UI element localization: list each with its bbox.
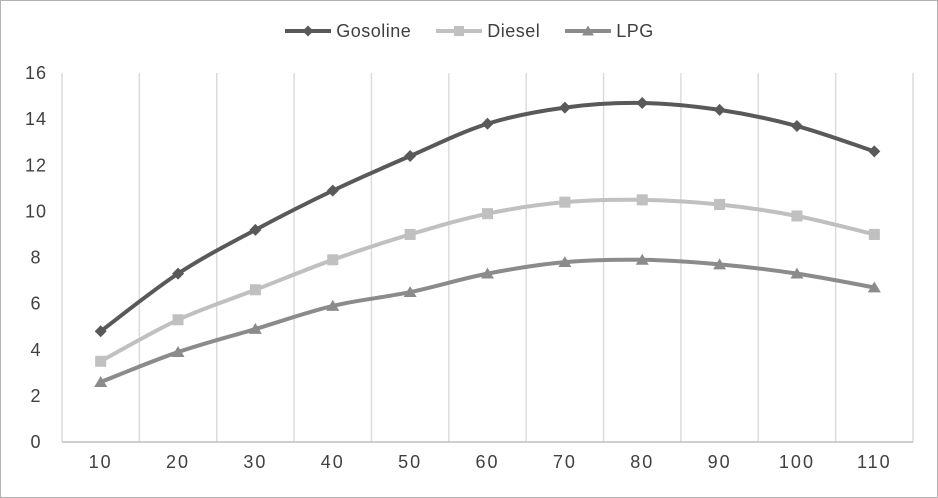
square-marker-icon bbox=[327, 254, 339, 266]
diamond-marker-icon bbox=[713, 103, 726, 116]
series-line-diesel bbox=[98, 197, 877, 364]
series-markers-gosoline bbox=[94, 96, 881, 338]
legend-item-gosoline: Gosoline bbox=[284, 21, 411, 42]
legend-label-diesel: Diesel bbox=[487, 20, 541, 41]
svg-text:0: 0 bbox=[30, 432, 41, 452]
triangle-marker-icon bbox=[403, 286, 417, 298]
svg-text:90: 90 bbox=[708, 452, 732, 472]
series-line-gosoline bbox=[98, 100, 877, 334]
svg-text:20: 20 bbox=[166, 452, 190, 472]
svg-text:10: 10 bbox=[25, 201, 47, 221]
triangle-marker-icon bbox=[481, 267, 494, 279]
diamond-marker-icon bbox=[404, 150, 417, 163]
svg-text:12: 12 bbox=[25, 155, 47, 175]
legend-square-marker-icon bbox=[436, 25, 483, 37]
legend-label-lpg: LPG bbox=[616, 20, 654, 41]
svg-text:14: 14 bbox=[25, 109, 47, 129]
legend-item-diesel: Diesel bbox=[435, 21, 540, 42]
square-marker-icon bbox=[95, 355, 107, 367]
triangle-marker-icon bbox=[558, 256, 572, 268]
diamond-marker-icon bbox=[636, 96, 649, 109]
svg-text:50: 50 bbox=[398, 452, 422, 472]
diamond-marker-icon bbox=[558, 101, 571, 114]
legend-label-gosoline: Gosoline bbox=[336, 20, 412, 41]
legend-diamond-marker-icon bbox=[285, 25, 332, 37]
diamond-marker-icon bbox=[790, 120, 803, 133]
triangle-marker-icon bbox=[635, 253, 649, 265]
chart-legend: Gosoline Diesel LPG bbox=[1, 15, 937, 47]
gridlines bbox=[61, 73, 914, 442]
square-marker-icon bbox=[868, 228, 880, 240]
series-markers-lpg bbox=[94, 253, 881, 387]
svg-text:70: 70 bbox=[553, 452, 577, 472]
triangle-marker-icon bbox=[326, 299, 340, 311]
square-marker-icon bbox=[249, 284, 261, 296]
svg-text:10: 10 bbox=[89, 452, 113, 472]
square-marker-icon bbox=[791, 210, 803, 222]
svg-text:16: 16 bbox=[25, 63, 47, 83]
diamond-marker-icon bbox=[94, 325, 107, 338]
svg-text:100: 100 bbox=[779, 452, 815, 472]
svg-text:2: 2 bbox=[30, 386, 41, 406]
triangle-marker-icon bbox=[713, 258, 727, 270]
svg-text:6: 6 bbox=[30, 294, 41, 314]
triangle-marker-icon bbox=[171, 346, 185, 357]
legend-triangle-marker-icon bbox=[565, 25, 612, 36]
square-marker-icon bbox=[714, 198, 726, 210]
svg-text:4: 4 bbox=[30, 340, 41, 360]
diamond-marker-icon bbox=[172, 267, 185, 280]
square-marker-icon bbox=[481, 208, 494, 220]
series-markers-diesel bbox=[95, 194, 880, 367]
triangle-marker-icon bbox=[867, 281, 881, 293]
diamond-marker-icon bbox=[868, 145, 881, 158]
triangle-marker-icon bbox=[248, 322, 262, 334]
square-marker-icon bbox=[636, 194, 648, 206]
svg-text:8: 8 bbox=[30, 248, 41, 268]
x-axis-tick-labels: 10 20 30 40 50 60 70 80 90 100 110 bbox=[89, 452, 892, 472]
svg-text:60: 60 bbox=[475, 452, 499, 472]
square-marker-icon bbox=[404, 228, 416, 240]
svg-text:110: 110 bbox=[857, 452, 892, 472]
svg-text:80: 80 bbox=[630, 452, 654, 472]
svg-text:40: 40 bbox=[321, 452, 345, 472]
triangle-marker-icon bbox=[790, 267, 804, 279]
square-marker-icon bbox=[559, 196, 571, 208]
square-marker-icon bbox=[172, 314, 184, 326]
svg-text:30: 30 bbox=[243, 452, 267, 472]
diamond-marker-icon bbox=[249, 223, 262, 236]
legend-item-lpg: LPG bbox=[564, 21, 654, 42]
y-axis-tick-labels: 0 2 4 6 8 10 12 14 16 bbox=[25, 63, 47, 452]
diamond-marker-icon bbox=[326, 184, 339, 197]
diamond-marker-icon bbox=[481, 117, 494, 130]
triangle-marker-icon bbox=[94, 376, 108, 387]
